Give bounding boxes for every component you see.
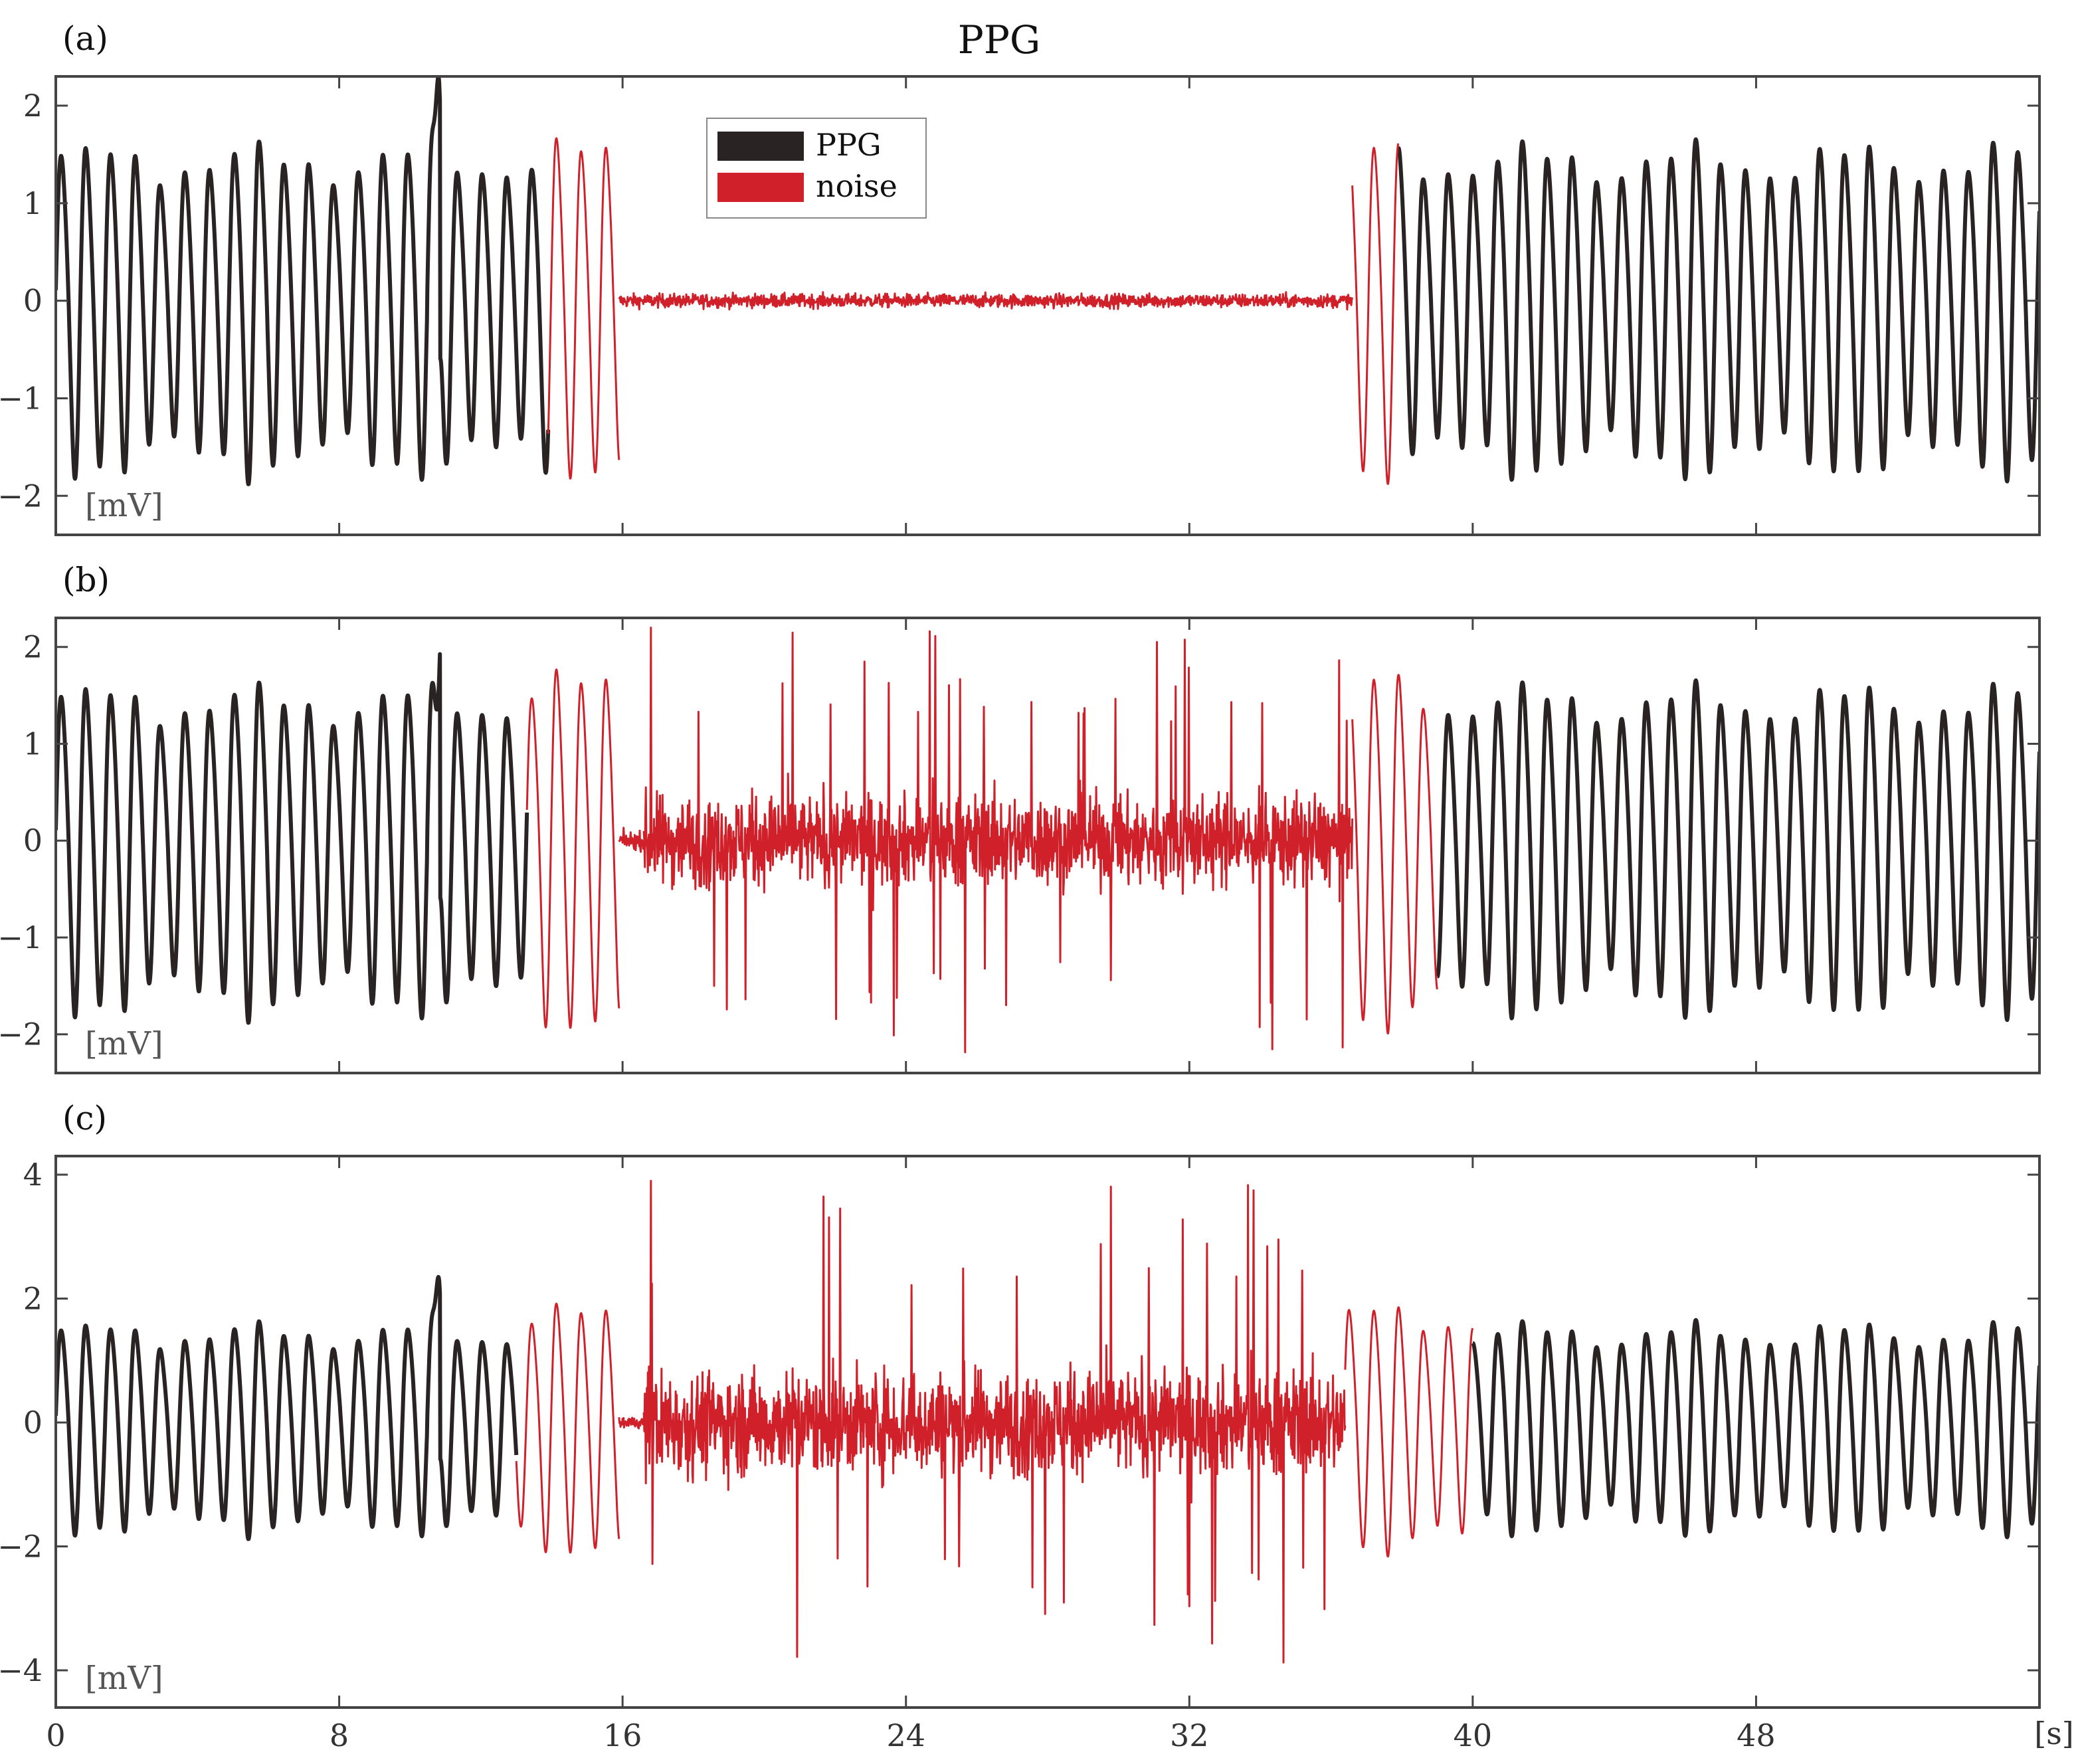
series-noise-line xyxy=(515,1302,620,1554)
y-tick-label: 2 xyxy=(23,1280,43,1316)
y-tick-label: 4 xyxy=(23,1157,43,1193)
x-unit-label: [s] xyxy=(2034,1715,2074,1751)
y-tick-label: −2 xyxy=(0,1529,43,1565)
series-ppg-line xyxy=(1436,678,2039,1023)
panel-label: (c) xyxy=(62,1099,107,1137)
plot-area xyxy=(56,627,2039,1054)
y-tick-label: −2 xyxy=(0,478,43,514)
y-tick-label: 0 xyxy=(23,1405,43,1440)
series-ppg-line xyxy=(1471,1318,2039,1539)
series-noise-line xyxy=(618,827,645,853)
series-noise-line xyxy=(1344,1306,1474,1558)
y-tick-label: −2 xyxy=(0,1017,43,1052)
series-noise-line xyxy=(618,1417,645,1430)
plot-area xyxy=(56,76,2039,486)
legend-swatch-ppg xyxy=(717,132,804,161)
panel-label: (a) xyxy=(62,19,108,58)
x-tick-label: 40 xyxy=(1454,1717,1493,1753)
series-noise-line xyxy=(642,1179,1347,1664)
y-tick-label: 0 xyxy=(23,823,43,858)
x-tick-label: 0 xyxy=(46,1717,65,1753)
y-tick-label: −1 xyxy=(0,380,43,416)
legend-swatch-noise xyxy=(717,173,804,202)
series-ppg-line xyxy=(56,76,551,486)
plot-area xyxy=(56,1179,2039,1664)
axes-frame xyxy=(54,617,2041,1074)
series-ppg-line xyxy=(56,652,529,1025)
series-noise-line xyxy=(525,668,620,1029)
legend-label-ppg: PPG xyxy=(816,127,882,163)
panel-1: −2 −1 0 1 2 (a) [mV] PPG noise xyxy=(0,19,2041,536)
y-tick-label: 1 xyxy=(23,185,43,221)
series-noise-line xyxy=(1351,143,1400,485)
x-tick-label: 32 xyxy=(1170,1717,1209,1753)
legend-label-noise: noise xyxy=(816,168,897,204)
x-tick-label: 8 xyxy=(330,1717,349,1753)
y-unit-label: [mV] xyxy=(85,487,163,524)
y-tick-label: 2 xyxy=(23,88,43,124)
y-unit-label: [mV] xyxy=(85,1660,163,1697)
panels-group: −2 −1 0 1 2 (a) [mV] PPG noise −2 −1 0 1 2 (b) [mV] 0 8 16… xyxy=(0,19,2041,1753)
x-tick-label: 16 xyxy=(603,1717,642,1753)
panel-2: −2 −1 0 1 2 (b) [mV] xyxy=(0,561,2041,1074)
series-noise-line xyxy=(547,137,620,480)
y-tick-label: 1 xyxy=(23,726,43,761)
y-tick-label: −4 xyxy=(0,1652,43,1688)
y-unit-label: [mV] xyxy=(85,1025,163,1062)
series-ppg-line xyxy=(1396,137,2039,484)
series-noise-line xyxy=(642,627,1354,1054)
series-noise-line xyxy=(1351,674,1438,1034)
legend: PPG noise xyxy=(706,118,927,219)
series-noise-line xyxy=(618,291,1354,311)
series-ppg-line xyxy=(56,1274,519,1541)
x-tick-label: 24 xyxy=(886,1717,925,1753)
x-tick-label: 48 xyxy=(1737,1717,1776,1753)
y-tick-label: −1 xyxy=(0,920,43,955)
figure-title: PPG xyxy=(958,17,1040,62)
y-tick-label: 2 xyxy=(23,629,43,665)
panel-label: (b) xyxy=(62,561,110,599)
axes-frame xyxy=(54,1155,2041,1709)
y-tick-label: 0 xyxy=(23,283,43,319)
axes-frame xyxy=(54,75,2041,536)
